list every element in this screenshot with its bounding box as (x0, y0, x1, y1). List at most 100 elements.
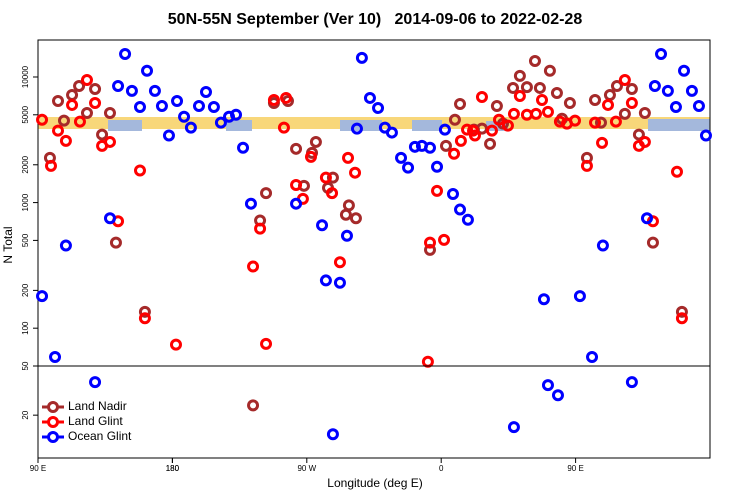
data-point (431, 184, 444, 197)
x-tick-label: 0 (439, 464, 444, 473)
data-point (395, 151, 408, 164)
data-point (648, 79, 661, 92)
data-point (36, 290, 49, 303)
data-point (96, 128, 109, 141)
data-point (260, 337, 273, 350)
data-point (178, 110, 191, 123)
data-point (454, 97, 467, 110)
data-point (133, 164, 146, 177)
data-point (596, 239, 609, 252)
data-point (625, 82, 638, 95)
data-point (103, 135, 116, 148)
data-point (103, 212, 116, 225)
band-blue (648, 119, 710, 131)
data-point (342, 151, 355, 164)
data-point (675, 305, 688, 318)
data-point (589, 93, 602, 106)
data-point (214, 116, 227, 129)
data-point (290, 197, 303, 210)
data-point (184, 121, 197, 134)
data-point (333, 276, 346, 289)
x-axis-label: Longitude (deg E) (327, 476, 422, 490)
data-point (372, 102, 385, 115)
data-point (89, 82, 102, 95)
data-point (125, 84, 138, 97)
data-point (655, 47, 668, 60)
data-point (586, 350, 599, 363)
y-tick-label: 20 (21, 410, 30, 419)
data-point (342, 199, 355, 212)
data-point (528, 55, 541, 68)
y-tick-label: 10000 (21, 65, 30, 88)
data-point (326, 171, 339, 184)
data-point (692, 99, 705, 112)
data-point (44, 159, 57, 172)
data-point (109, 236, 122, 249)
y-tick-label: 50 (21, 361, 30, 370)
data-point (670, 165, 683, 178)
data-point (254, 222, 267, 235)
data-point (448, 113, 461, 126)
y-tick-label: 5000 (21, 105, 30, 123)
data-point (49, 350, 62, 363)
data-point (454, 203, 467, 216)
data-point (247, 399, 260, 412)
data-point (618, 107, 631, 120)
data-point (57, 114, 70, 127)
data-point (646, 236, 659, 249)
data-point (52, 124, 65, 137)
data-point (385, 126, 398, 139)
data-point (484, 137, 497, 150)
data-point (438, 233, 451, 246)
data-point (461, 213, 474, 226)
data-point (349, 212, 362, 225)
data-point (625, 376, 638, 389)
y-tick-label: 2000 (21, 155, 30, 173)
data-point (507, 81, 520, 94)
data-point (138, 305, 151, 318)
band-blue (226, 120, 252, 131)
data-point (596, 136, 609, 149)
data-point (80, 73, 93, 86)
data-point (550, 86, 563, 99)
data-point (541, 379, 554, 392)
data-point (685, 84, 698, 97)
data-point (490, 99, 503, 112)
data-point (618, 73, 631, 86)
data-point (66, 88, 79, 101)
data-point (290, 179, 303, 192)
data-point (192, 99, 205, 112)
data-point (507, 107, 520, 120)
data-point (589, 116, 602, 129)
data-point (304, 150, 317, 163)
data-point (290, 142, 303, 155)
data-point (162, 129, 175, 142)
data-point (230, 108, 243, 121)
x-tick-label: 90 E (30, 464, 46, 473)
data-point (89, 376, 102, 389)
data-point (537, 293, 550, 306)
data-point (326, 428, 339, 441)
legend-marker (47, 416, 59, 428)
data-point (625, 96, 638, 109)
data-point (638, 135, 651, 148)
data-point (530, 107, 543, 120)
data-point (267, 93, 280, 106)
x-tick-label: 180 (166, 464, 180, 473)
data-point (59, 134, 72, 147)
background-band (38, 117, 710, 131)
data-point (675, 312, 688, 325)
data-point (638, 106, 651, 119)
data-point (247, 260, 260, 273)
data-point (103, 106, 116, 119)
data-point (520, 81, 533, 94)
legend-label: Land Glint (68, 414, 123, 428)
y-tick-label: 500 (21, 233, 30, 247)
x-tick-label: 180 (166, 464, 180, 473)
data-point (424, 243, 436, 256)
data-point (609, 115, 622, 128)
data-point (438, 123, 451, 136)
panel-frame (37, 39, 711, 367)
